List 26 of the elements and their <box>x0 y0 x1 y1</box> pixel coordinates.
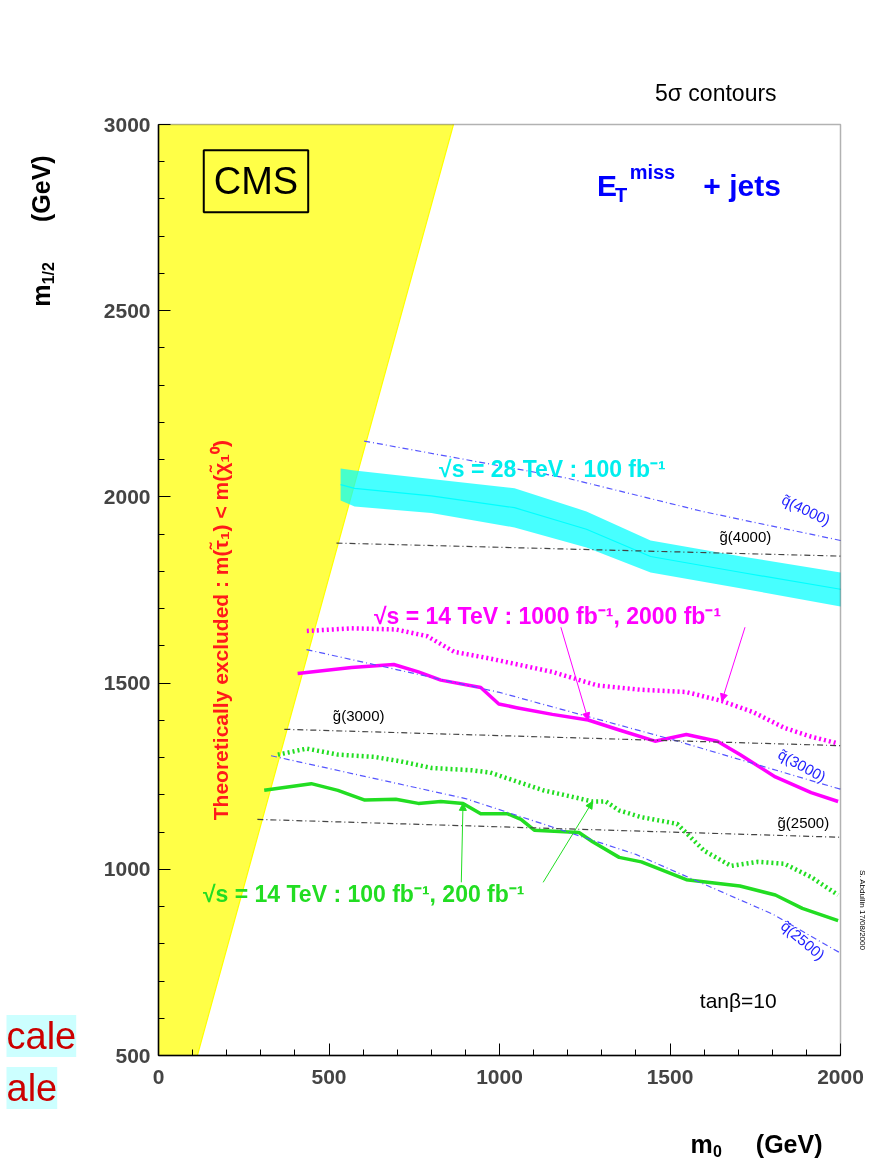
annotation: tanβ=10 <box>699 989 777 1013</box>
y-tick-label: 3000 <box>103 112 151 136</box>
line-series <box>305 648 842 790</box>
annotation: g̃(4000) <box>719 527 772 545</box>
annotation: √s = 28 TeV : 100 fb⁻¹ <box>439 455 666 482</box>
annotation: Theoretically excluded : m(τ̃₁) < m(χ̃₁⁰) <box>209 440 233 821</box>
annotation: g̃(3000) <box>332 707 385 725</box>
chart-title: 5σ contours <box>654 79 777 106</box>
y-tick-label: 1000 <box>103 857 151 881</box>
x-tick-label: 1500 <box>646 1064 694 1088</box>
x-tick-label: 1000 <box>476 1064 523 1088</box>
annotation: g̃(2500) <box>777 814 830 832</box>
line-series <box>295 662 840 804</box>
annotation: CMS <box>213 160 299 203</box>
text: m1/2 (GeV) <box>26 155 57 307</box>
y-tick-label: 500 <box>115 1043 151 1067</box>
y-tick-label: 1500 <box>103 671 151 695</box>
annotation: √s = 14 TeV : 1000 fb⁻¹, 2000 fb⁻¹ <box>373 603 722 630</box>
x-tick-label: 0 <box>152 1064 165 1088</box>
text: ale <box>6 1067 58 1110</box>
x-tick-label: 500 <box>311 1064 347 1088</box>
text: S. Abdullin 17/08/2000 <box>858 869 867 951</box>
y-tick-label: 2000 <box>103 484 151 508</box>
y-tick-label: 2500 <box>103 298 151 322</box>
text: cale <box>6 1014 77 1057</box>
x-tick-label: 2000 <box>817 1064 864 1088</box>
